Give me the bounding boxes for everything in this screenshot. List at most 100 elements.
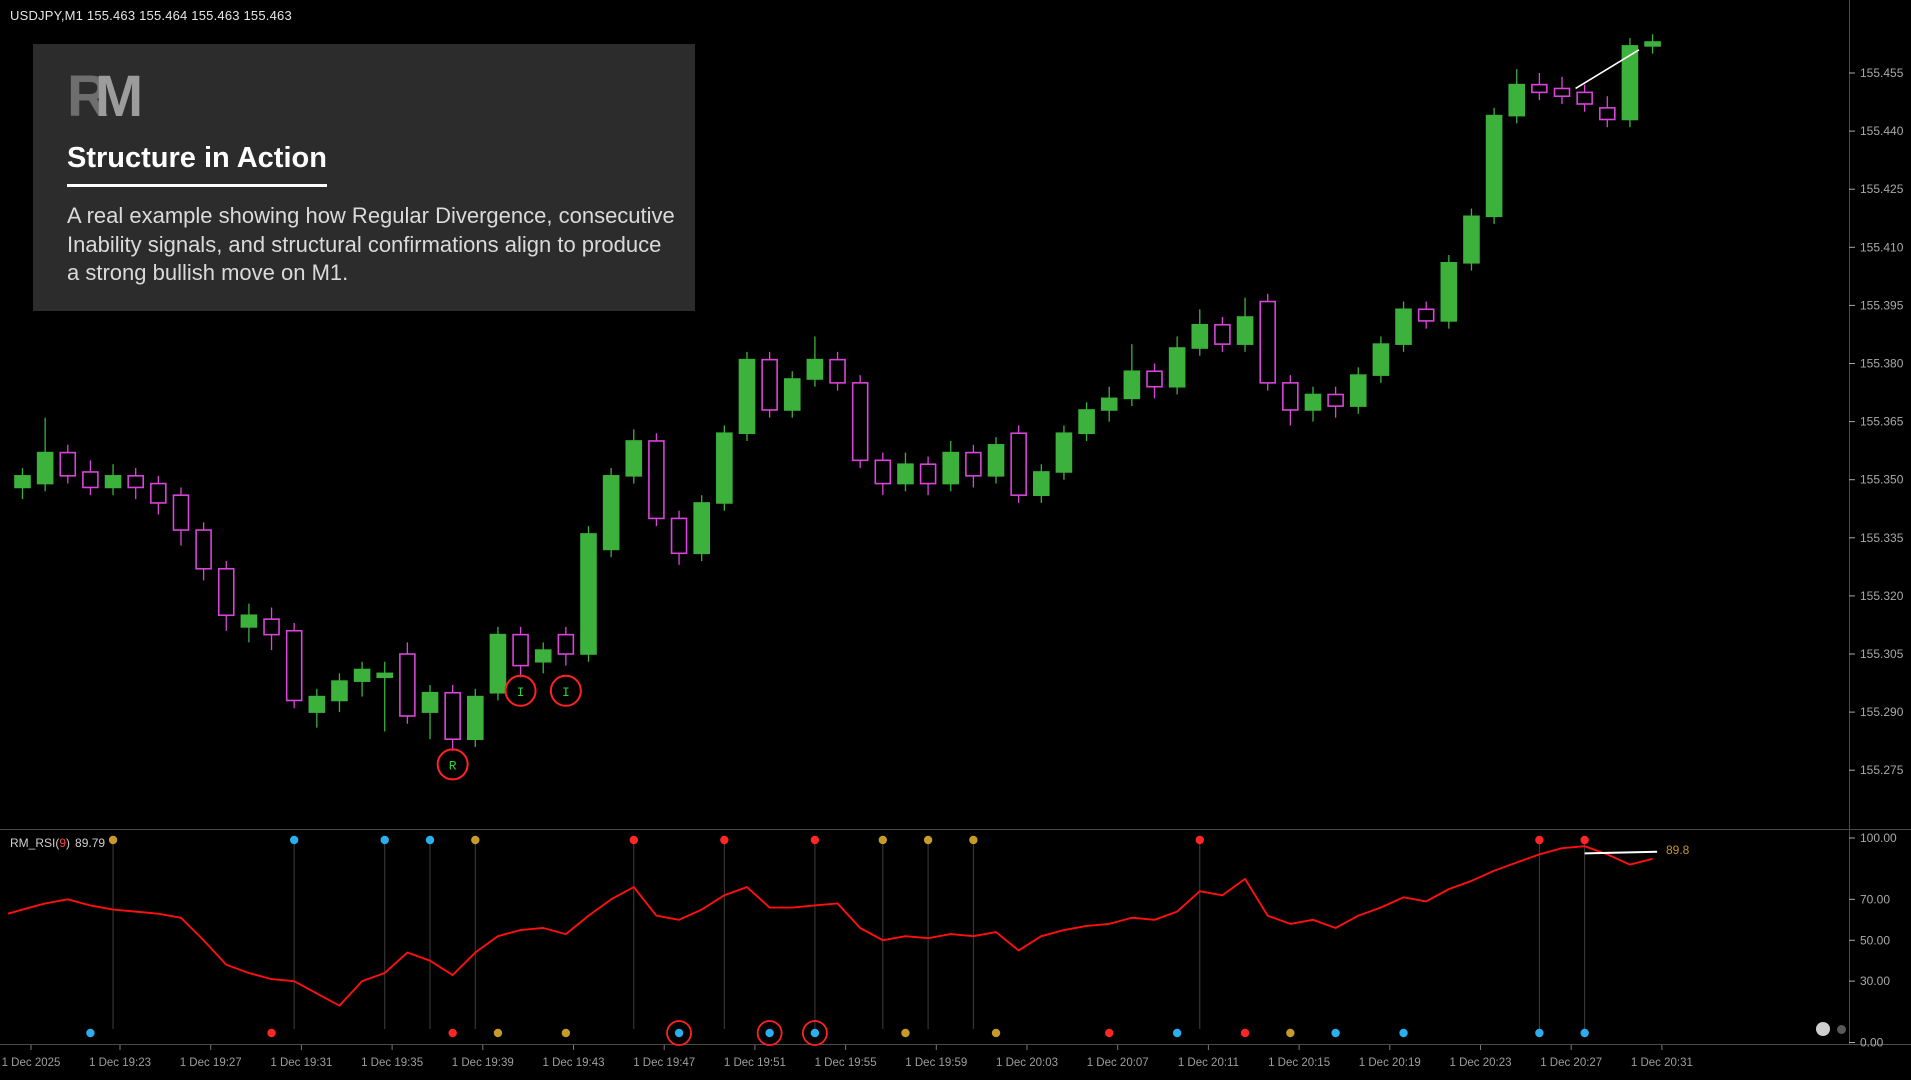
indicator-name: RM_RSI(	[10, 836, 60, 850]
time-axis-label: 1 Dec 20:15	[1268, 1057, 1330, 1069]
rsi-line	[7, 845, 1653, 1007]
svg-text:I: I	[517, 685, 525, 700]
signal-dot-bottom-red	[1240, 1028, 1250, 1038]
candle	[14, 468, 31, 500]
rsi-last-value-label: 89.8	[1666, 843, 1690, 857]
candle	[1599, 96, 1616, 128]
candle	[1463, 208, 1480, 271]
price-axis-label: 155.275	[1860, 763, 1904, 777]
price-axis-label: 155.305	[1860, 647, 1904, 661]
signal-dots-layer	[86, 835, 1589, 1046]
candle	[716, 425, 733, 511]
candle	[331, 673, 348, 713]
candle	[806, 336, 824, 387]
candle	[625, 429, 643, 484]
candle	[421, 684, 439, 740]
chart-annotations: R I I	[436, 49, 1640, 781]
time-axis-label: 1 Dec 20:03	[996, 1057, 1058, 1069]
candle	[1055, 425, 1073, 480]
candle	[1644, 34, 1661, 54]
time-axis-label: 1 Dec 20:11	[1178, 1057, 1239, 1069]
signal-dot-bottom-blue	[1399, 1028, 1408, 1038]
time-axis-label: 1 Dec 19:43	[542, 1057, 604, 1069]
signal-dot-bottom-orange	[561, 1028, 571, 1038]
candle	[965, 444, 982, 488]
candle	[263, 607, 280, 651]
signal-dot-top-blue	[380, 835, 389, 845]
candle	[1078, 402, 1095, 441]
price-axis-label: 155.335	[1860, 531, 1904, 545]
candle	[829, 351, 846, 391]
candle	[104, 464, 122, 496]
symbol-ohlc-text: USDJPY,M1 155.463 155.464 155.463 155.46…	[10, 8, 292, 23]
nav-dot-active[interactable]	[1816, 1022, 1830, 1036]
candle	[1146, 363, 1163, 399]
nav-dot[interactable]	[1837, 1024, 1846, 1034]
signal-dot-bottom-blue	[1535, 1028, 1544, 1038]
candle	[512, 626, 529, 678]
candle	[534, 642, 552, 674]
time-axis-label: 1 Dec 19:23	[89, 1057, 151, 1069]
signal-dot-top-orange	[923, 835, 933, 845]
signal-dot-bottom-orange	[901, 1028, 910, 1038]
rsi-signal-gridlines	[112, 843, 1586, 1029]
signal-dot-top-orange	[969, 835, 978, 845]
time-axis-label: 1 Dec 20:23	[1449, 1057, 1511, 1069]
candle	[1168, 336, 1186, 395]
signal-marker-i: I	[549, 674, 582, 707]
candle	[761, 351, 778, 418]
candle	[466, 688, 484, 747]
signal-dot-top-red	[810, 835, 820, 845]
indicator-period: 9	[59, 836, 67, 850]
signal-dot-top-red	[1535, 835, 1544, 845]
candle	[783, 371, 801, 418]
time-axis-label: 1 Dec 2025	[2, 1057, 61, 1069]
candle	[1191, 309, 1209, 356]
svg-text:I: I	[562, 685, 570, 700]
rsi-highlight-line	[1584, 850, 1658, 855]
rsi-axis-label: 100.00	[1860, 831, 1897, 845]
candle	[1621, 38, 1639, 128]
candle	[150, 475, 167, 515]
candle	[308, 688, 326, 728]
trendline	[1575, 49, 1640, 90]
info-overlay-panel: RM Structure in Action A real example sh…	[33, 44, 695, 311]
candle	[738, 351, 756, 441]
svg-text:R: R	[449, 758, 457, 773]
candle	[602, 468, 620, 558]
candle	[399, 642, 416, 724]
candle	[1010, 425, 1027, 503]
signal-dot-bottom-blue	[674, 1028, 684, 1038]
candle	[1327, 386, 1344, 418]
chart-nav-dots[interactable]	[1816, 1022, 1846, 1036]
signal-dot-bottom-red	[448, 1028, 457, 1038]
signal-dot-highlight-circle	[756, 1020, 783, 1046]
price-axis-label: 155.440	[1860, 124, 1904, 138]
candle	[942, 440, 960, 492]
candle	[127, 468, 144, 500]
candle	[1553, 76, 1571, 104]
time-axis-label: 1 Dec 19:39	[452, 1057, 514, 1069]
time-axis-label: 1 Dec 20:19	[1359, 1057, 1421, 1069]
candles-layer[interactable]	[14, 34, 1661, 751]
signal-dot-highlight-circle	[666, 1020, 692, 1046]
rm-logo: RM	[67, 68, 661, 132]
time-axis-label: 1 Dec 20:31	[1631, 1057, 1693, 1069]
candle	[1440, 255, 1458, 329]
price-axis-label: 155.455	[1860, 66, 1904, 80]
candle	[557, 626, 575, 666]
time-axis-label: 1 Dec 19:51	[724, 1057, 786, 1069]
rsi-layer[interactable]	[7, 845, 1658, 1007]
signal-dot-bottom-blue	[810, 1028, 820, 1038]
indicator-close-paren: )	[66, 836, 71, 850]
candle	[1304, 386, 1322, 422]
candle	[1259, 293, 1276, 391]
candle	[172, 487, 190, 546]
candle	[36, 417, 54, 492]
signal-dot-top-red	[1195, 835, 1204, 845]
price-axis-label: 155.395	[1860, 298, 1904, 312]
signal-dot-top-blue	[425, 835, 435, 845]
